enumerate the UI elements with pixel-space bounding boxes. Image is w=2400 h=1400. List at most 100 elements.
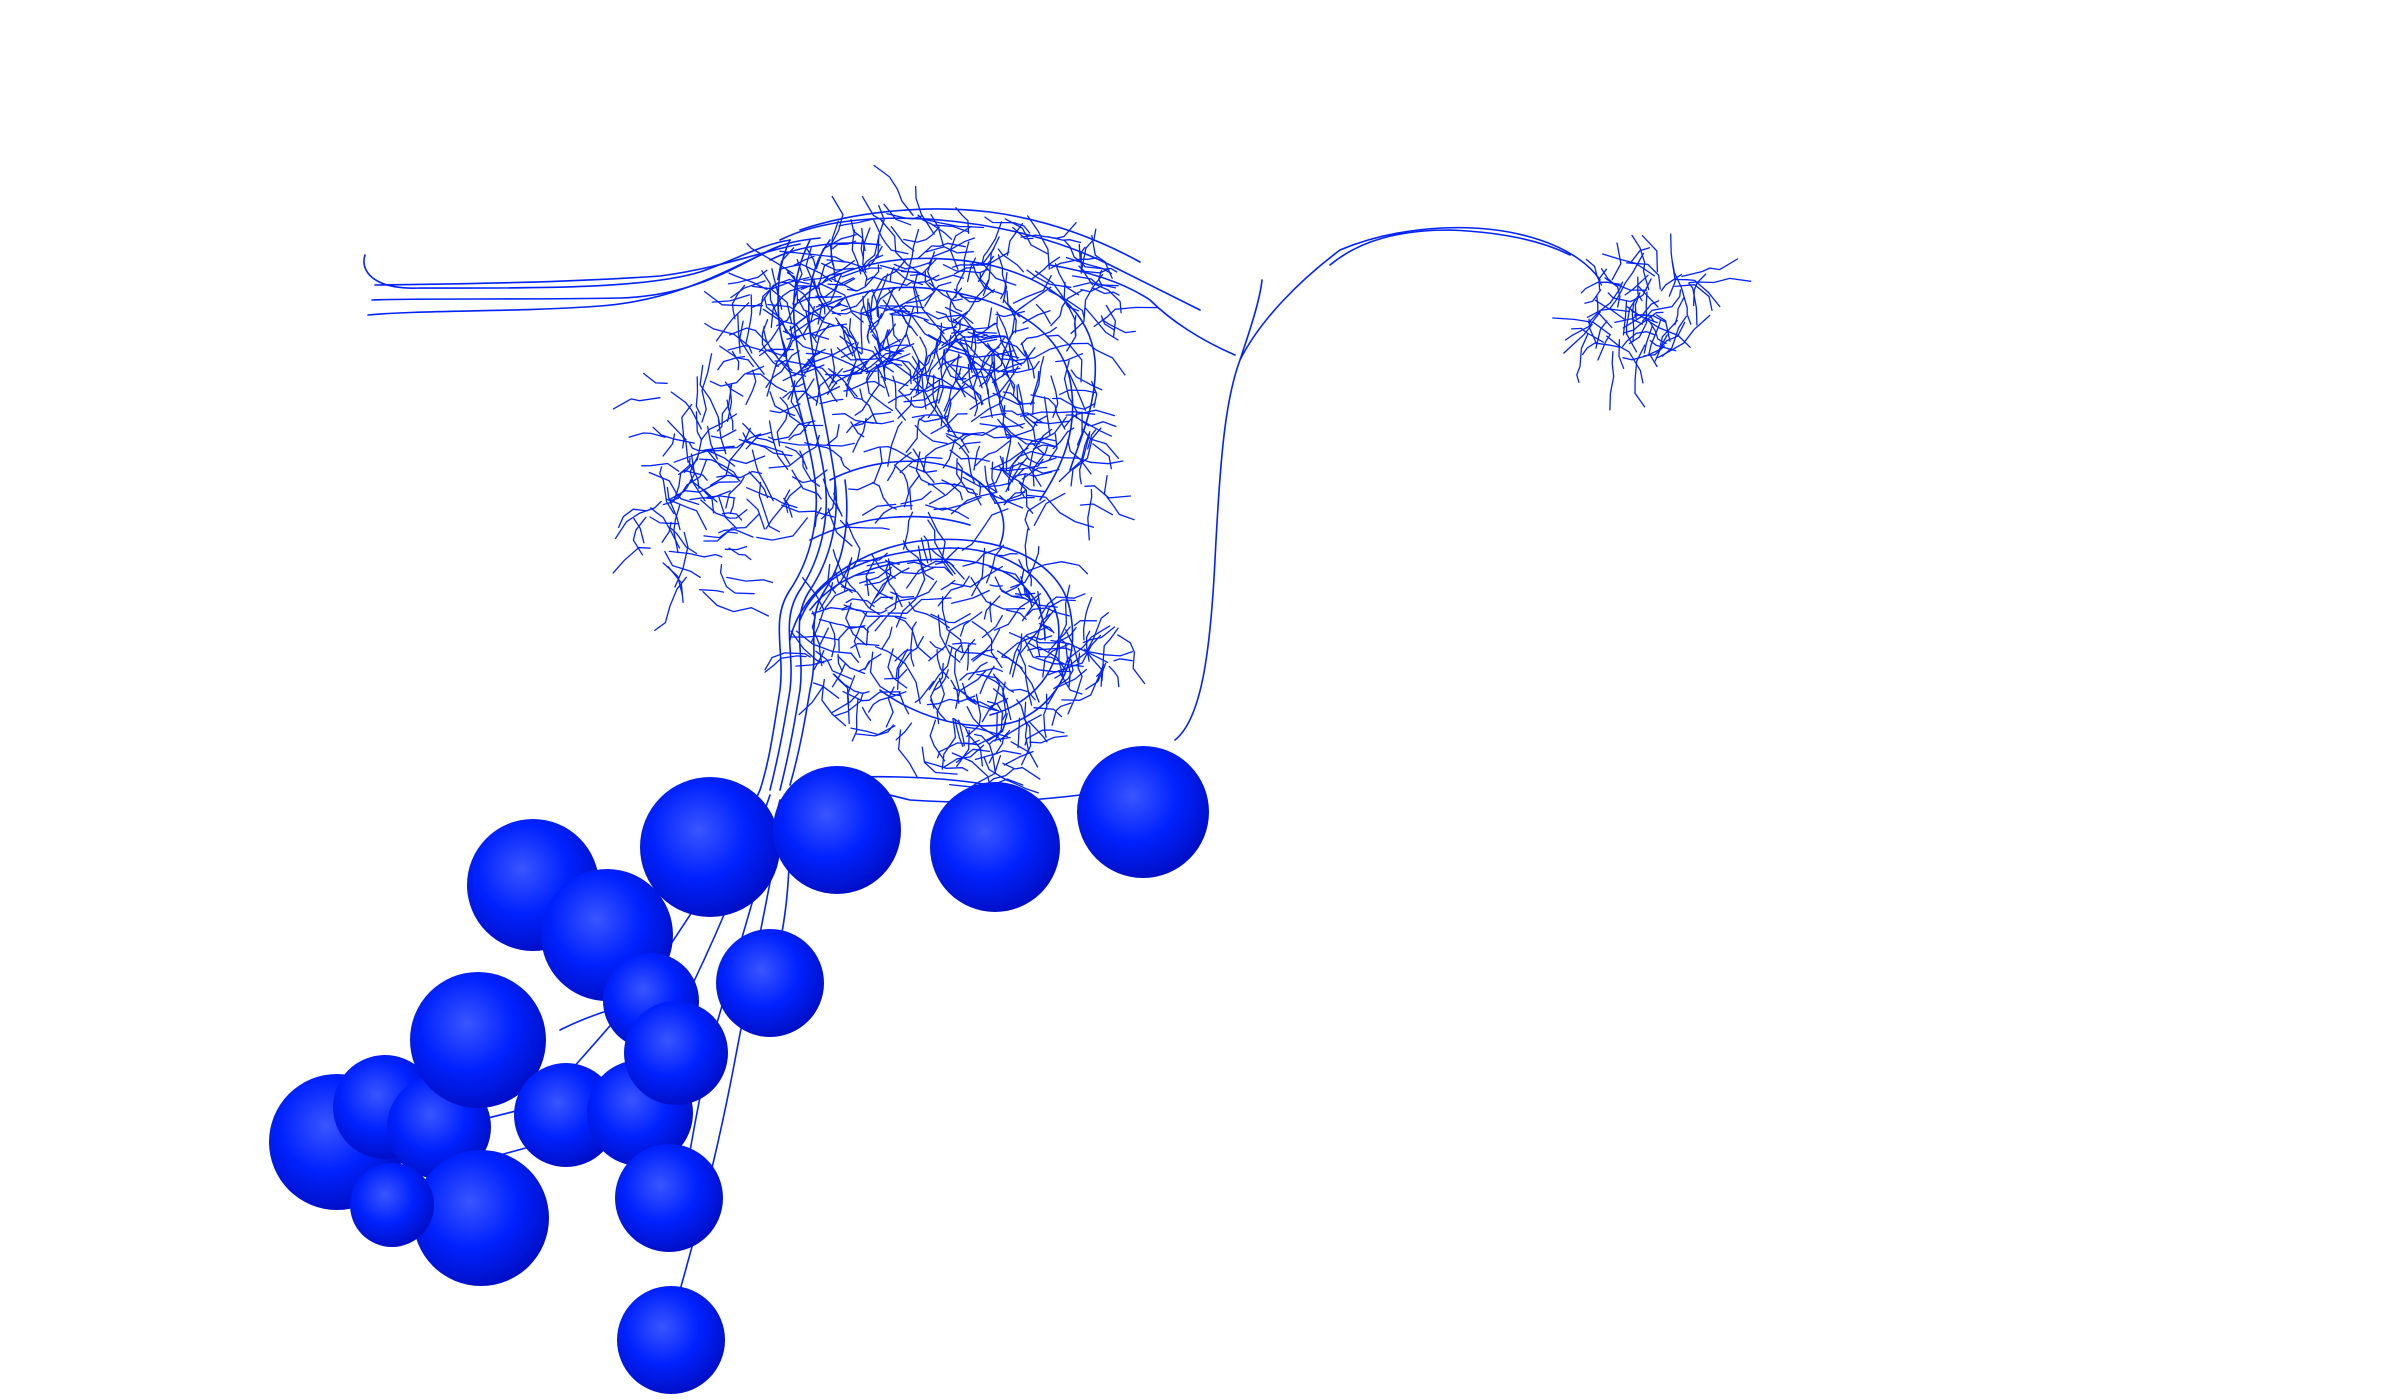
terminal-branch: [897, 729, 919, 779]
terminal-branch: [973, 445, 981, 471]
terminal-branch: [960, 639, 976, 661]
terminal-branch: [819, 582, 834, 610]
terminal-branch: [970, 577, 1026, 610]
terminal-branch: [652, 426, 695, 444]
terminal-branch: [1668, 260, 1676, 297]
terminal-branch: [962, 546, 1002, 567]
terminal-branch: [905, 415, 925, 453]
terminal-branch: [989, 673, 1001, 711]
terminal-branch: [997, 418, 1012, 472]
terminal-branch: [994, 576, 1026, 600]
terminal-branch: [832, 549, 845, 579]
terminal-branch: [995, 552, 1018, 557]
terminal-branch: [841, 267, 883, 278]
terminal-branch: [980, 346, 1000, 370]
terminal-branch: [779, 263, 833, 283]
terminal-branch: [761, 325, 787, 358]
terminal-branch: [914, 185, 935, 235]
terminal-branch: [681, 403, 693, 449]
terminal-branch: [751, 278, 810, 308]
terminal-branch: [912, 273, 919, 315]
terminal-branch: [818, 282, 864, 323]
terminal-branch: [1628, 291, 1648, 345]
terminal-branch: [704, 322, 753, 354]
terminal-branch: [1026, 269, 1072, 288]
terminal-branch: [1100, 315, 1115, 331]
terminal-branch: [800, 284, 821, 291]
terminal-branch: [837, 655, 866, 675]
terminal-branch: [989, 455, 1005, 486]
terminal-branch: [855, 552, 888, 563]
terminal-branch: [884, 559, 936, 575]
terminal-branch: [884, 669, 908, 680]
terminal-branch: [831, 558, 852, 591]
terminal-branch: [664, 550, 701, 579]
terminal-branch: [974, 729, 1011, 761]
terminal-branch: [923, 535, 932, 562]
terminal-branch: [820, 476, 836, 520]
terminal-branch: [1012, 275, 1052, 304]
terminal-branch: [1026, 646, 1066, 671]
terminal-branch: [928, 462, 963, 505]
terminal-branch: [718, 529, 754, 538]
terminal-branch: [959, 667, 1004, 681]
terminal-branch: [1113, 658, 1133, 662]
terminal-branch: [742, 422, 775, 444]
terminal-branch: [858, 566, 893, 584]
terminal-branch: [922, 433, 966, 473]
terminal-branch: [810, 323, 848, 335]
terminal-branch: [703, 445, 735, 451]
terminal-branch: [779, 441, 855, 447]
terminal-branch: [909, 312, 941, 343]
terminal-branch: [1063, 239, 1084, 264]
terminal-branch: [938, 338, 998, 351]
terminal-branch: [850, 219, 866, 252]
terminal-branch: [897, 396, 913, 419]
terminal-branch: [689, 490, 731, 501]
terminal-branch: [766, 333, 794, 397]
terminal-branch: [895, 722, 913, 741]
terminal-branch: [872, 286, 895, 326]
terminal-branch: [1002, 681, 1007, 721]
soma-sphere: [640, 777, 780, 917]
terminal-branch: [903, 226, 940, 243]
terminal-branch: [1080, 284, 1119, 293]
terminal-branch: [845, 684, 870, 695]
terminal-branch: [1053, 658, 1074, 690]
terminal-branch: [729, 497, 735, 515]
terminal-branch: [1103, 475, 1135, 521]
terminal-branch: [911, 414, 958, 438]
terminal-branch: [994, 496, 1035, 504]
terminal-branch: [1657, 314, 1711, 359]
terminal-branch: [1641, 289, 1682, 322]
terminal-branch: [1012, 471, 1053, 478]
terminal-branch: [677, 469, 708, 481]
terminal-branch: [886, 213, 923, 220]
terminal-branch: [845, 383, 862, 400]
terminal-branch: [1660, 273, 1682, 292]
terminal-branch: [1576, 333, 1589, 383]
terminal-branch: [931, 224, 970, 233]
terminal-branch: [1002, 298, 1017, 334]
terminal-branch: [929, 641, 944, 651]
terminal-branch: [1090, 421, 1117, 428]
terminal-branch: [1654, 321, 1686, 362]
terminal-branch: [1081, 228, 1097, 286]
terminal-branch: [875, 362, 903, 369]
terminal-branch: [662, 433, 676, 457]
terminal-branch: [1614, 318, 1644, 325]
terminal-branch: [834, 569, 853, 594]
terminal-branch: [815, 274, 842, 298]
terminal-branch: [715, 302, 750, 342]
terminal-branch: [887, 380, 921, 404]
terminal-branch: [949, 225, 972, 270]
terminal-branch: [896, 635, 925, 691]
terminal-branch: [1050, 289, 1083, 327]
terminal-branch: [813, 682, 840, 699]
terminal-branch: [901, 360, 912, 385]
terminal-branch: [774, 360, 793, 372]
terminal-branch: [865, 343, 915, 374]
upper-lobe-loop: [799, 257, 1097, 471]
terminal-branch: [1063, 359, 1078, 419]
